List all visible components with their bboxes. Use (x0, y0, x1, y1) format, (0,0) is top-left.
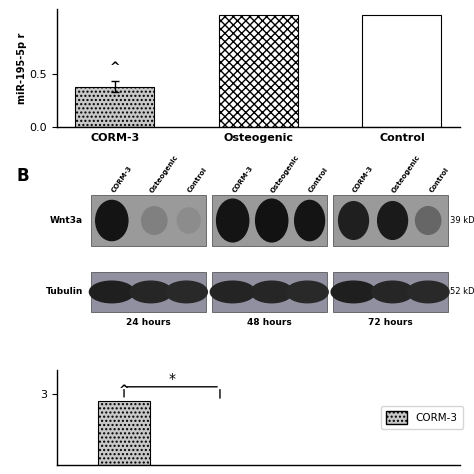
FancyBboxPatch shape (212, 273, 327, 311)
Legend: CORM-3: CORM-3 (381, 406, 463, 429)
Ellipse shape (96, 201, 128, 241)
Text: ^: ^ (109, 61, 120, 74)
Text: 24 hours: 24 hours (126, 318, 171, 327)
Text: Tubulin: Tubulin (46, 287, 83, 296)
FancyBboxPatch shape (333, 195, 447, 246)
FancyBboxPatch shape (91, 195, 206, 246)
Ellipse shape (177, 208, 200, 233)
Ellipse shape (130, 281, 172, 303)
Text: ^: ^ (119, 384, 129, 397)
FancyBboxPatch shape (91, 273, 206, 311)
Ellipse shape (251, 281, 292, 303)
Text: 72 hours: 72 hours (368, 318, 413, 327)
Y-axis label: miR-195-5p r: miR-195-5p r (17, 33, 27, 104)
Bar (98, 401, 150, 465)
Ellipse shape (372, 281, 413, 303)
Ellipse shape (295, 201, 325, 241)
Bar (75, 87, 154, 127)
Ellipse shape (90, 281, 134, 303)
Ellipse shape (378, 201, 408, 239)
FancyBboxPatch shape (333, 273, 447, 311)
Text: Osteogenic: Osteogenic (390, 154, 421, 194)
Ellipse shape (217, 199, 249, 242)
Text: CORM-3: CORM-3 (231, 165, 254, 194)
Text: 39 kDa: 39 kDa (450, 216, 474, 225)
Text: Osteogenic: Osteogenic (269, 154, 300, 194)
Bar (363, 15, 441, 127)
Text: Control: Control (187, 166, 209, 194)
Text: Control: Control (308, 166, 329, 194)
Text: *: * (168, 372, 175, 386)
Text: 48 hours: 48 hours (247, 318, 292, 327)
Text: 52 kDa: 52 kDa (450, 287, 474, 296)
Ellipse shape (142, 207, 167, 234)
Ellipse shape (210, 281, 255, 303)
Text: Wnt3a: Wnt3a (50, 216, 83, 225)
Text: CORM-3: CORM-3 (352, 165, 375, 194)
Text: Osteogenic: Osteogenic (148, 154, 179, 194)
Text: B: B (17, 167, 29, 185)
Ellipse shape (416, 207, 441, 234)
Ellipse shape (255, 199, 288, 242)
Ellipse shape (338, 201, 368, 239)
Ellipse shape (286, 281, 328, 303)
Text: CORM-3: CORM-3 (110, 165, 133, 194)
Ellipse shape (331, 281, 376, 303)
Text: Control: Control (428, 166, 450, 194)
Ellipse shape (407, 281, 449, 303)
Ellipse shape (165, 281, 207, 303)
Bar (219, 15, 298, 127)
FancyBboxPatch shape (212, 195, 327, 246)
